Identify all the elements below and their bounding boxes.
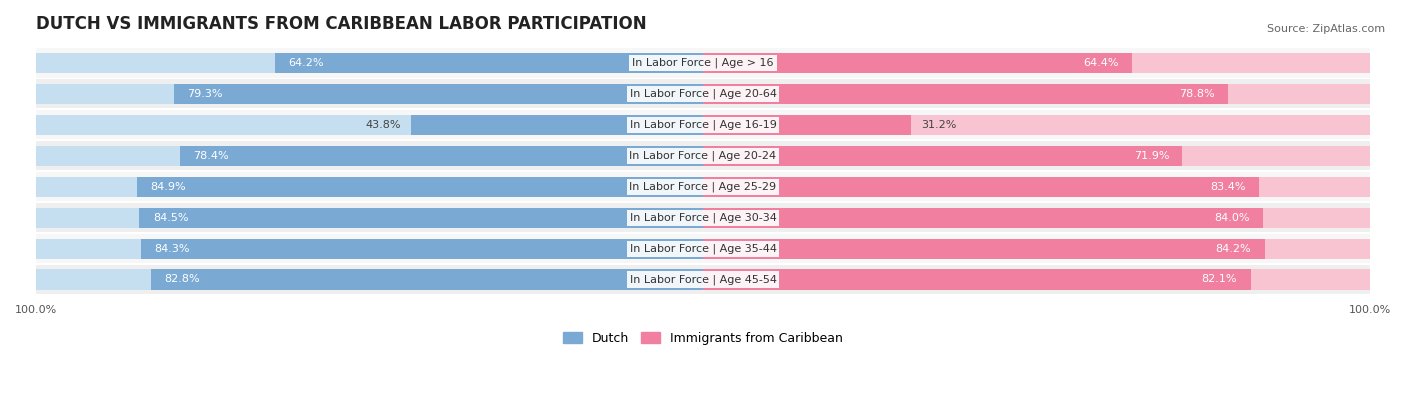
Text: 84.0%: 84.0% — [1215, 213, 1250, 223]
Text: In Labor Force | Age 20-24: In Labor Force | Age 20-24 — [630, 150, 776, 161]
Text: Source: ZipAtlas.com: Source: ZipAtlas.com — [1267, 24, 1385, 34]
Bar — [37, 234, 1369, 263]
Text: 43.8%: 43.8% — [366, 120, 401, 130]
Text: 79.3%: 79.3% — [187, 89, 224, 99]
Text: In Labor Force | Age 16-19: In Labor Force | Age 16-19 — [630, 120, 776, 130]
Legend: Dutch, Immigrants from Caribbean: Dutch, Immigrants from Caribbean — [558, 327, 848, 350]
Bar — [174, 84, 703, 104]
Bar — [703, 146, 1369, 166]
Bar — [411, 115, 703, 135]
Bar — [274, 53, 703, 73]
Bar — [141, 239, 703, 259]
Bar — [37, 115, 703, 135]
Text: 84.5%: 84.5% — [153, 213, 188, 223]
Bar — [139, 208, 703, 228]
Text: 82.1%: 82.1% — [1202, 275, 1237, 284]
Text: 71.9%: 71.9% — [1133, 151, 1170, 161]
Text: In Labor Force | Age 35-44: In Labor Force | Age 35-44 — [630, 243, 776, 254]
Bar — [703, 146, 1182, 166]
Bar — [703, 208, 1369, 228]
Bar — [703, 239, 1369, 259]
Text: 78.8%: 78.8% — [1180, 89, 1215, 99]
Bar — [703, 115, 911, 135]
Bar — [37, 203, 1369, 232]
Bar — [37, 265, 1369, 294]
Bar — [37, 79, 1369, 109]
Text: DUTCH VS IMMIGRANTS FROM CARIBBEAN LABOR PARTICIPATION: DUTCH VS IMMIGRANTS FROM CARIBBEAN LABOR… — [37, 15, 647, 33]
Text: In Labor Force | Age 25-29: In Labor Force | Age 25-29 — [630, 181, 776, 192]
Bar — [703, 177, 1260, 197]
Bar — [703, 208, 1263, 228]
Bar — [37, 141, 1369, 170]
Text: 83.4%: 83.4% — [1211, 182, 1246, 192]
Bar — [180, 146, 703, 166]
Text: 64.2%: 64.2% — [288, 58, 323, 68]
Bar — [37, 84, 703, 104]
Text: In Labor Force | Age 20-64: In Labor Force | Age 20-64 — [630, 88, 776, 99]
Bar — [703, 239, 1264, 259]
Bar — [37, 239, 703, 259]
Text: 84.3%: 84.3% — [155, 244, 190, 254]
Bar — [703, 177, 1369, 197]
Bar — [703, 84, 1229, 104]
Text: 82.8%: 82.8% — [165, 275, 200, 284]
Bar — [37, 146, 703, 166]
Bar — [37, 172, 1369, 201]
Bar — [703, 269, 1250, 290]
Bar — [37, 208, 703, 228]
Bar — [37, 177, 703, 197]
Bar — [37, 49, 1369, 77]
Bar — [703, 84, 1369, 104]
Text: In Labor Force | Age 30-34: In Labor Force | Age 30-34 — [630, 213, 776, 223]
Bar — [37, 269, 703, 290]
Bar — [136, 177, 703, 197]
Text: 31.2%: 31.2% — [921, 120, 956, 130]
Bar — [37, 53, 703, 73]
Text: 78.4%: 78.4% — [194, 151, 229, 161]
Bar — [703, 53, 1132, 73]
Bar — [37, 110, 1369, 139]
Text: 64.4%: 64.4% — [1084, 58, 1119, 68]
Bar — [703, 269, 1369, 290]
Bar — [150, 269, 703, 290]
Bar — [703, 115, 1369, 135]
Text: 84.2%: 84.2% — [1216, 244, 1251, 254]
Bar — [703, 53, 1369, 73]
Text: In Labor Force | Age > 16: In Labor Force | Age > 16 — [633, 58, 773, 68]
Text: In Labor Force | Age 45-54: In Labor Force | Age 45-54 — [630, 274, 776, 285]
Text: 84.9%: 84.9% — [150, 182, 186, 192]
